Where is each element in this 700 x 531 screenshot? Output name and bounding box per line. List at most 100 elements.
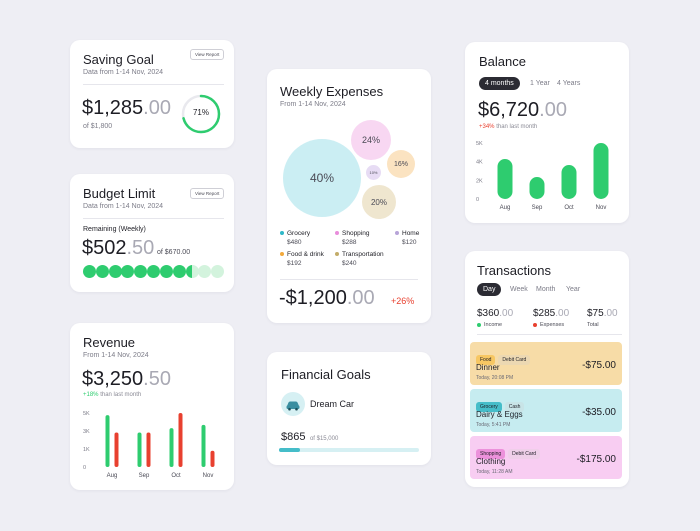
tab-week[interactable]: Week	[510, 286, 528, 293]
legend-item: Grocery $480	[280, 230, 310, 246]
expense-bubbles: 40% 24% 16% 10% 20%	[267, 109, 431, 229]
tab-1-year[interactable]: 1 Year	[530, 80, 550, 87]
legend-item: Food & drink $192	[280, 251, 324, 267]
bar	[593, 143, 609, 199]
transaction-tag: Shopping	[476, 449, 506, 459]
total-int: -$1,200	[279, 287, 347, 309]
bar	[561, 165, 577, 199]
bar	[201, 424, 206, 467]
saving-goal-progress-ring	[181, 94, 221, 134]
transaction-time: Today, 5:41 PM	[476, 422, 511, 428]
revenue-subtitle: From 1-14 Nov, 2024	[83, 352, 149, 359]
legend-amount: $192	[287, 260, 302, 267]
budget-dot	[159, 265, 173, 278]
saving-goal-subtitle: Data from 1-14 Nov, 2024	[83, 69, 164, 76]
x-tick-label: Oct	[171, 473, 181, 479]
legend-dot-icon	[335, 231, 339, 236]
amount-int: $502	[82, 237, 127, 259]
revenue-chart: 5K 3K 1K 0 Aug Sep Oct Nov	[83, 411, 215, 479]
saving-goal-amount: $1,285.00	[82, 97, 171, 120]
saving-goal-percent: 71%	[192, 108, 209, 117]
transaction-amount: -$175.00	[576, 454, 616, 465]
budget-limit-card: Budget Limit View Report Data from 1-14 …	[70, 174, 234, 292]
budget-dot	[147, 265, 161, 278]
amount-int: $1,285	[82, 97, 144, 119]
transaction-time: Today, 11:28 AM	[476, 469, 513, 475]
legend-label: Food & drink	[287, 251, 324, 258]
weekly-expenses-subtitle: From 1-14 Nov, 2024	[280, 101, 346, 108]
expense-bubble: 20%	[362, 185, 396, 219]
view-report-button[interactable]: View Report	[190, 49, 225, 60]
expense-bubble: 10%	[366, 165, 381, 180]
budget-dot	[108, 265, 122, 278]
legend-name: Shopping	[335, 230, 369, 237]
amount-int: $6,720	[478, 99, 540, 121]
budget-dot	[198, 265, 212, 278]
divider	[477, 334, 622, 335]
x-tick-label: Nov	[596, 205, 607, 211]
transaction-name: Dairy & Eggs	[476, 410, 523, 419]
car-icon	[281, 392, 305, 416]
y-tick-label: 5K	[83, 411, 90, 417]
weekly-expenses-title: Weekly Expenses	[280, 84, 384, 99]
amount-dec: .00	[539, 99, 567, 121]
bar	[529, 177, 545, 199]
transactions-title: Transactions	[477, 263, 551, 278]
tab-4-months[interactable]: 4 months	[479, 77, 520, 90]
bar	[178, 413, 183, 467]
y-tick-label: 0	[476, 197, 479, 203]
legend-name: Home	[395, 230, 419, 237]
tab-year[interactable]: Year	[566, 286, 581, 293]
legend-item: Shopping $288	[335, 230, 369, 246]
summary-amount: $360.00	[477, 308, 513, 319]
tab-day[interactable]: Day	[477, 283, 502, 296]
x-tick-label: Aug	[107, 473, 118, 479]
summary-label: Income	[477, 322, 513, 328]
balance-change: +34%	[479, 124, 495, 130]
transaction-amount: -$35.00	[582, 407, 616, 418]
expense-legend: Grocery $480 Shopping $288 Home $120 Food & dr…	[280, 230, 425, 272]
summary-item: $75.00 Total	[587, 308, 618, 328]
weekly-expenses-total: -$1,200.00	[279, 287, 375, 310]
transaction-item[interactable]: Grocery Cash Dairy & Eggs Today, 5:41 PM -$3…	[470, 389, 622, 432]
transaction-time: Today, 20:08 PM	[476, 375, 514, 381]
expense-bubble: 24%	[351, 120, 391, 160]
summary-item: $360.00 Income	[477, 308, 513, 328]
amount-dec: .50	[143, 368, 171, 390]
goal-amount: $865	[281, 431, 306, 443]
bubble-label: 20%	[370, 197, 387, 207]
view-report-button[interactable]: View Report	[190, 188, 225, 199]
legend-item: Transportation $240	[335, 251, 384, 267]
bubble-label: 24%	[361, 135, 380, 145]
summary-label-text: Total	[587, 322, 599, 328]
y-tick-label: 3K	[83, 429, 90, 435]
summary-amount-dec: .00	[499, 308, 514, 319]
bar	[137, 432, 142, 467]
goal-progress-track	[279, 448, 419, 452]
budget-dot-half	[185, 265, 193, 278]
budget-dot	[185, 265, 199, 278]
transaction-tag: Cash	[504, 402, 525, 412]
budget-dot	[121, 265, 135, 278]
revenue-change-row: +18% than last month	[83, 392, 141, 398]
total-dec: .00	[346, 287, 375, 309]
legend-label: Shopping	[342, 230, 370, 237]
transaction-item[interactable]: Food Debit Card Dinner Today, 20:08 PM -$75.…	[470, 342, 622, 385]
legend-label: Home	[402, 230, 420, 237]
expense-bubble: 16%	[387, 150, 415, 178]
legend-dot-icon	[395, 231, 399, 236]
transaction-tags: Shopping Debit Card	[476, 442, 543, 460]
transaction-item[interactable]: Shopping Debit Card Clothing Today, 11:28 A…	[470, 436, 622, 479]
summary-amount: $285.00	[533, 308, 569, 319]
tab-4-years[interactable]: 4 Years	[557, 80, 581, 87]
goal-of-total: of $15,000	[309, 436, 339, 442]
legend-label: Transportation	[342, 251, 384, 258]
summary-amount-dec: .00	[555, 308, 570, 319]
legend-name: Grocery	[280, 230, 310, 237]
budget-limit-of-total: of $670.00	[157, 249, 191, 256]
summary-amount: $75.00	[587, 308, 618, 319]
summary-label: Total	[587, 322, 618, 328]
tab-month[interactable]: Month	[536, 286, 556, 293]
weekly-expenses-card: Weekly Expenses From 1-14 Nov, 2024 40% 2…	[267, 69, 431, 323]
revenue-card: Revenue From 1-14 Nov, 2024 $3,250.50 +1…	[70, 323, 234, 490]
